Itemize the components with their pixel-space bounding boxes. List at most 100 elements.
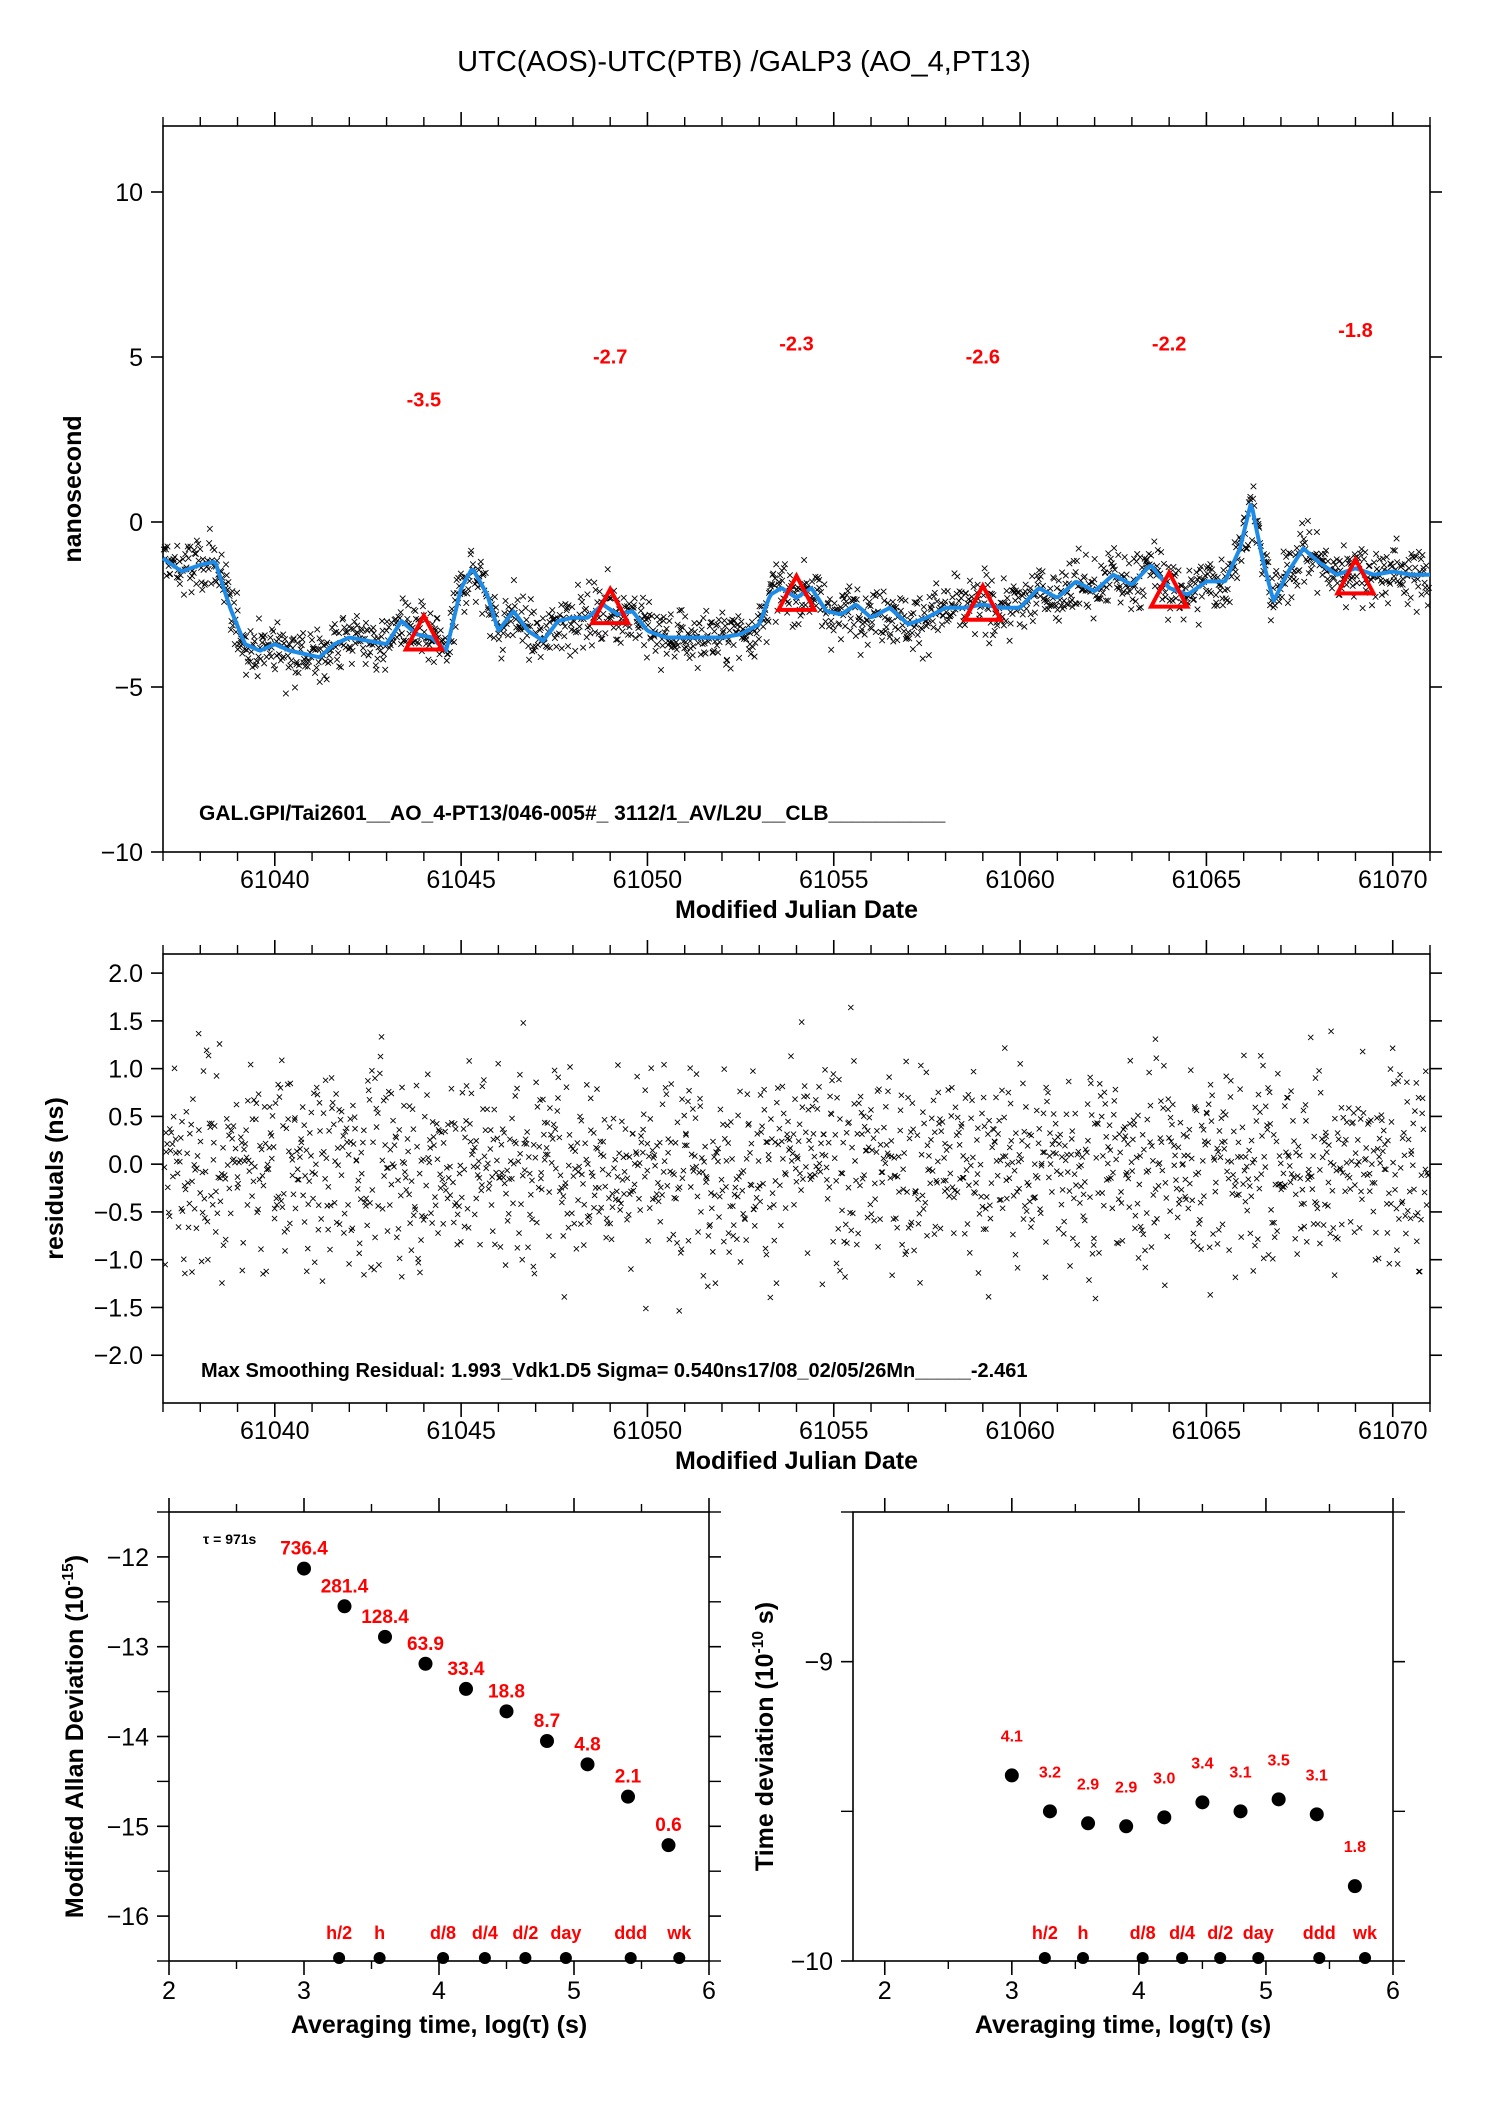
residual-points [161, 1004, 1432, 1314]
deviation-point [1081, 1816, 1096, 1831]
residual-point [1142, 1264, 1149, 1271]
residual-point [889, 1272, 896, 1279]
residual-point [378, 1033, 385, 1040]
residual-point [418, 1237, 424, 1243]
data-point [539, 615, 547, 622]
residual-point [1147, 1102, 1154, 1109]
residual-point [450, 1179, 456, 1186]
residual-point [263, 1166, 270, 1173]
residual-point [808, 1173, 815, 1180]
data-point [830, 627, 837, 634]
data-point [950, 610, 957, 617]
residual-point [672, 1139, 679, 1146]
residual-point [1334, 1235, 1341, 1242]
data-point [1165, 563, 1172, 571]
data-point [179, 556, 187, 563]
data-point [689, 652, 696, 659]
residual-point [641, 1173, 648, 1180]
data-point [468, 547, 475, 554]
residual-point [733, 1236, 740, 1243]
data-point [1178, 582, 1185, 589]
residual-point [819, 1281, 826, 1288]
residual-point [949, 1184, 956, 1191]
data-point [931, 589, 938, 596]
data-point [1383, 553, 1390, 561]
data-point [837, 604, 844, 611]
data-point [1330, 558, 1337, 565]
data-point [549, 606, 556, 614]
data-point [1362, 549, 1369, 556]
residual-point [1018, 1156, 1025, 1163]
residual-point [271, 1205, 278, 1212]
residual-point [909, 1100, 916, 1107]
data-point [582, 605, 590, 612]
data-point [195, 557, 202, 564]
tau-annotation: τ = 971s [203, 1531, 257, 1547]
residual-point [1243, 1163, 1250, 1170]
residual-point [851, 1100, 858, 1107]
residual-point [409, 1106, 416, 1113]
residual-point [423, 1182, 430, 1189]
residual-point [555, 1095, 561, 1101]
residual-point [350, 1102, 356, 1109]
residual-point [552, 1126, 559, 1133]
data-point [617, 639, 624, 646]
residual-point [1169, 1121, 1175, 1128]
data-point [304, 663, 311, 670]
residual-point [285, 1116, 292, 1123]
residual-point [799, 1104, 806, 1111]
residual-point [544, 1120, 551, 1126]
data-point [1299, 520, 1306, 527]
data-point [474, 584, 481, 591]
residual-point [401, 1169, 408, 1175]
residual-point [720, 1121, 726, 1128]
data-point [223, 572, 230, 579]
data-point [173, 574, 180, 581]
y-axis-title: nanosecond [59, 415, 87, 562]
deviation-point [297, 1561, 311, 1576]
residual-point [792, 1096, 798, 1103]
data-point [425, 656, 432, 663]
residual-point [357, 1196, 364, 1203]
data-point [711, 628, 718, 635]
time-marker-label: d/2 [512, 1923, 538, 1943]
residual-point [1379, 1148, 1386, 1155]
residual-point [1250, 1267, 1257, 1274]
data-point [1214, 574, 1221, 581]
residual-point [430, 1133, 437, 1140]
residual-point [1338, 1221, 1345, 1228]
x-tick-label: 6 [1386, 1977, 1400, 2005]
time-marker-point [1136, 1952, 1149, 1964]
data-point [469, 561, 477, 568]
residual-point [191, 1161, 198, 1168]
residual-point [429, 1118, 436, 1125]
residual-point [1062, 1157, 1069, 1164]
residual-point [317, 1128, 323, 1134]
data-point [738, 618, 745, 625]
residual-point [432, 1202, 439, 1209]
data-point [690, 643, 697, 650]
residual-point [1024, 1142, 1031, 1149]
residual-point [197, 1190, 204, 1196]
residual-point [1264, 1126, 1271, 1133]
data-point [337, 664, 345, 671]
residual-point [565, 1162, 572, 1169]
residual-point [516, 1230, 522, 1237]
residual-point [489, 1228, 496, 1235]
residual-point [703, 1173, 710, 1180]
data-point [948, 600, 955, 607]
data-point [751, 653, 758, 660]
data-point [1425, 584, 1432, 592]
data-point [227, 626, 235, 633]
residual-point [1371, 1179, 1378, 1186]
residual-point [1402, 1230, 1409, 1237]
residual-point [1133, 1154, 1140, 1161]
residual-point [497, 1244, 504, 1250]
residual-point [826, 1184, 833, 1191]
y-tick-label: −2.0 [94, 1342, 143, 1370]
residual-point [387, 1146, 394, 1153]
residual-point [289, 1172, 296, 1179]
data-point [1062, 572, 1069, 579]
data-point [708, 619, 716, 626]
